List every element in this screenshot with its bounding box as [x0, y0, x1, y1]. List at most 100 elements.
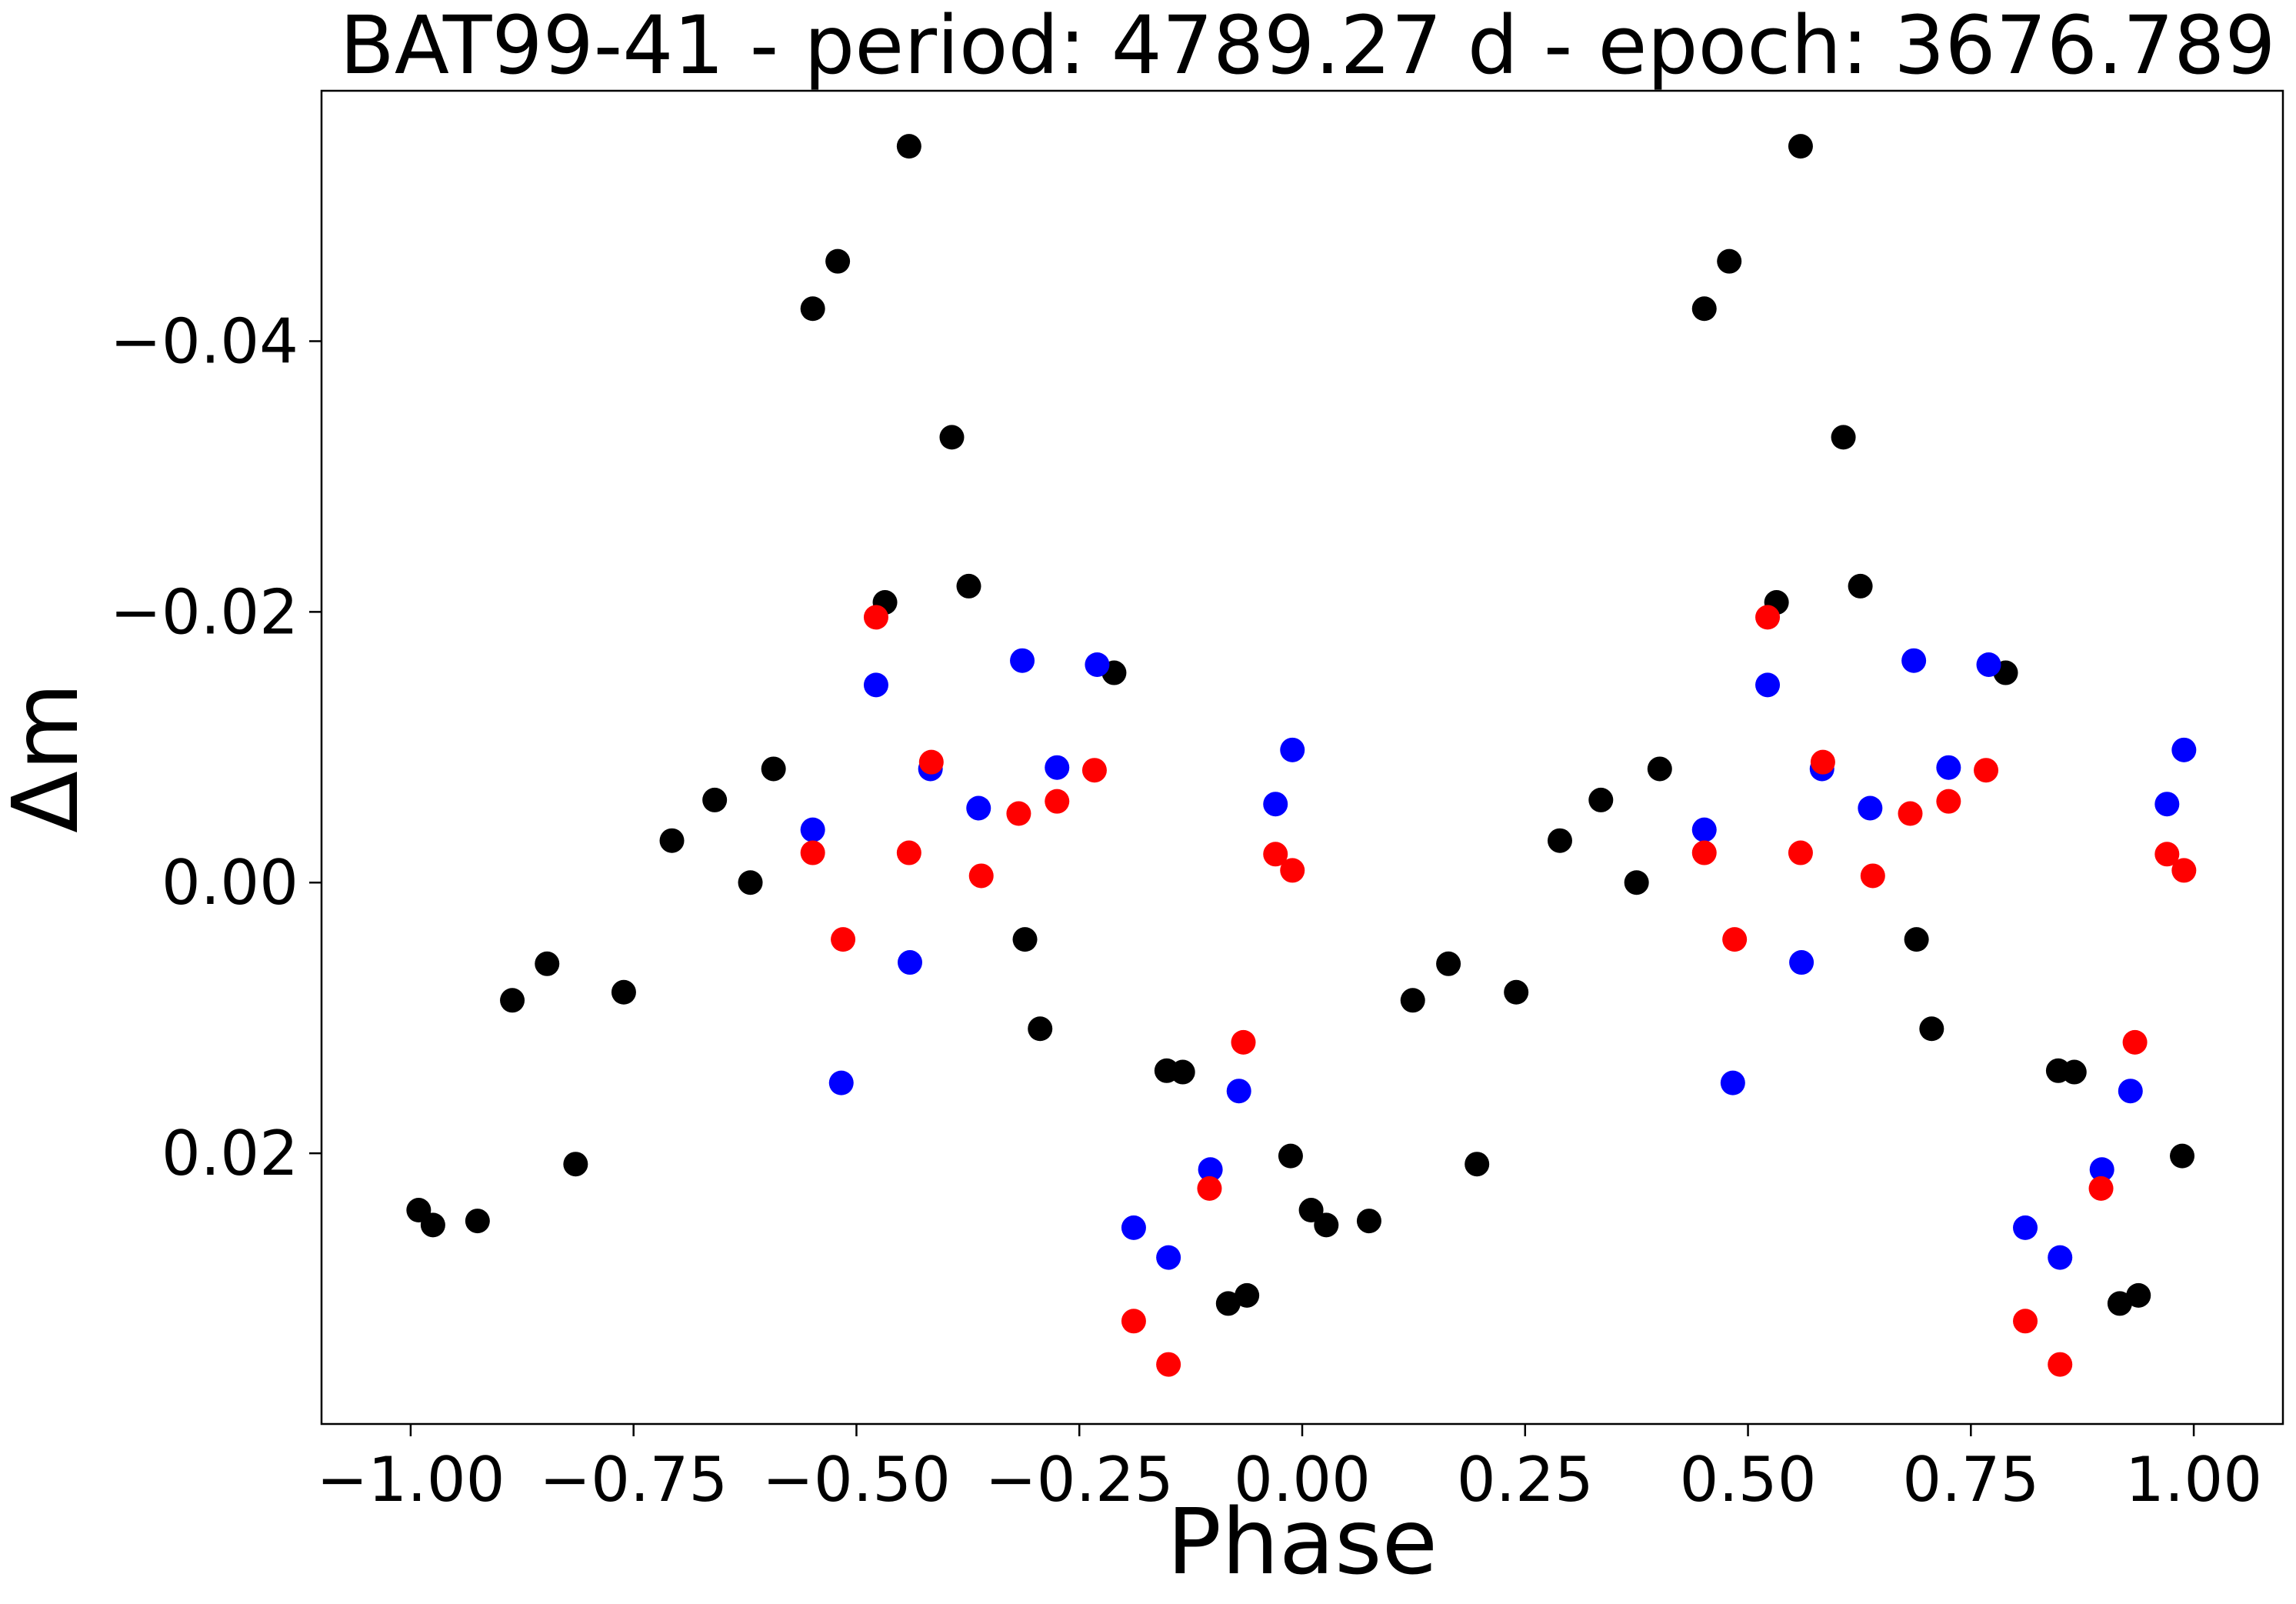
data-point	[1588, 787, 1614, 812]
x-tick-label: −1.00	[316, 1444, 505, 1516]
x-tick-label: −0.25	[985, 1444, 1174, 1516]
data-point	[2048, 1352, 2073, 1377]
data-point	[1081, 758, 1107, 783]
data-point	[2122, 1029, 2148, 1055]
data-point	[1755, 672, 1781, 698]
data-point	[1810, 749, 1835, 775]
ticks-layer: −1.00 −0.75 −0.50 −0.25 0.00 0.25 0.50 0.75 1.00…	[110, 305, 2262, 1516]
x-tick-label: 0.25	[1457, 1444, 1594, 1516]
data-point	[1904, 927, 1929, 952]
data-point	[1788, 134, 1813, 159]
data-point	[1974, 758, 1999, 783]
data-point	[2088, 1175, 2114, 1201]
data-point	[1006, 801, 1031, 826]
data-point	[1121, 1215, 1146, 1240]
data-point	[1789, 950, 1814, 975]
data-point	[1547, 828, 1572, 853]
data-point	[828, 1070, 854, 1095]
data-point	[1156, 1245, 1181, 1270]
data-point	[1400, 988, 1425, 1013]
data-point	[761, 756, 786, 782]
data-point	[1976, 652, 2001, 677]
x-tick-label: 0.75	[1902, 1444, 2039, 1516]
data-point	[896, 134, 921, 159]
data-point	[500, 988, 525, 1013]
data-point	[1860, 863, 1885, 889]
data-point	[800, 296, 825, 322]
data-point	[2170, 1143, 2195, 1169]
x-tick-label: 1.00	[2125, 1444, 2262, 1516]
data-point	[1156, 1352, 1181, 1377]
data-point	[898, 950, 922, 975]
data-point	[1197, 1175, 1222, 1201]
data-point	[1831, 425, 1856, 450]
x-tick-label: −0.50	[762, 1444, 951, 1516]
data-point	[2154, 842, 2180, 867]
data-point	[1028, 1016, 1053, 1042]
points-layer	[406, 134, 2197, 1377]
data-point	[939, 425, 965, 450]
data-point	[1278, 1143, 1303, 1169]
data-point	[896, 840, 921, 865]
data-point	[956, 573, 981, 599]
data-point	[1919, 1016, 1944, 1042]
data-point	[2171, 858, 2197, 883]
data-point	[1504, 979, 1529, 1005]
data-point	[800, 840, 825, 865]
data-point	[2126, 1282, 2151, 1308]
data-point	[1858, 795, 1883, 821]
data-point	[2013, 1309, 2038, 1334]
y-tick-label: −0.04	[110, 305, 298, 377]
data-point	[2154, 792, 2180, 817]
chart-title: BAT99-41 - period: 4789.27 d - epoch: 36…	[339, 0, 2275, 92]
data-point	[863, 605, 888, 630]
data-point	[1691, 817, 1717, 842]
data-point	[968, 863, 994, 889]
data-point	[1901, 648, 1927, 673]
data-point	[2048, 1245, 2073, 1270]
data-point	[1226, 1079, 1251, 1104]
data-point	[1465, 1152, 1490, 1177]
data-point	[563, 1152, 588, 1177]
data-point	[1215, 1291, 1241, 1316]
data-point	[1121, 1309, 1146, 1334]
data-point	[465, 1209, 490, 1234]
data-point	[1722, 927, 1748, 952]
data-point	[2013, 1215, 2038, 1240]
data-point	[1198, 1157, 1223, 1182]
data-point	[1085, 652, 1110, 677]
x-tick-label: 0.50	[1679, 1444, 1816, 1516]
y-tick-label: 0.02	[162, 1118, 298, 1189]
data-point	[1235, 1282, 1260, 1308]
y-tick-label: 0.00	[162, 847, 298, 919]
data-point	[1170, 1059, 1195, 1085]
data-point	[1314, 1212, 1339, 1238]
data-point	[1936, 755, 1961, 780]
data-point	[863, 672, 888, 698]
data-point	[611, 979, 636, 1005]
data-point	[2089, 1157, 2114, 1182]
data-point	[1755, 605, 1781, 630]
data-point	[966, 795, 991, 821]
x-tick-label: 0.00	[1234, 1444, 1371, 1516]
data-point	[1936, 789, 1961, 814]
data-point	[1231, 1029, 1256, 1055]
data-point	[1624, 870, 1649, 895]
data-point	[918, 749, 944, 775]
data-point	[1356, 1209, 1381, 1234]
data-point	[1263, 842, 1288, 867]
data-point	[1717, 248, 1742, 274]
data-point	[1788, 840, 1813, 865]
data-point	[1898, 801, 1923, 826]
data-point	[659, 828, 685, 853]
data-point	[1280, 737, 1305, 762]
data-point	[1720, 1070, 1745, 1095]
data-point	[2118, 1079, 2143, 1104]
data-point	[1263, 792, 1288, 817]
data-point	[1012, 927, 1038, 952]
data-point	[1010, 648, 1035, 673]
x-axis-label: Phase	[1167, 1489, 1438, 1595]
data-point	[1045, 755, 1070, 780]
data-point	[831, 927, 856, 952]
